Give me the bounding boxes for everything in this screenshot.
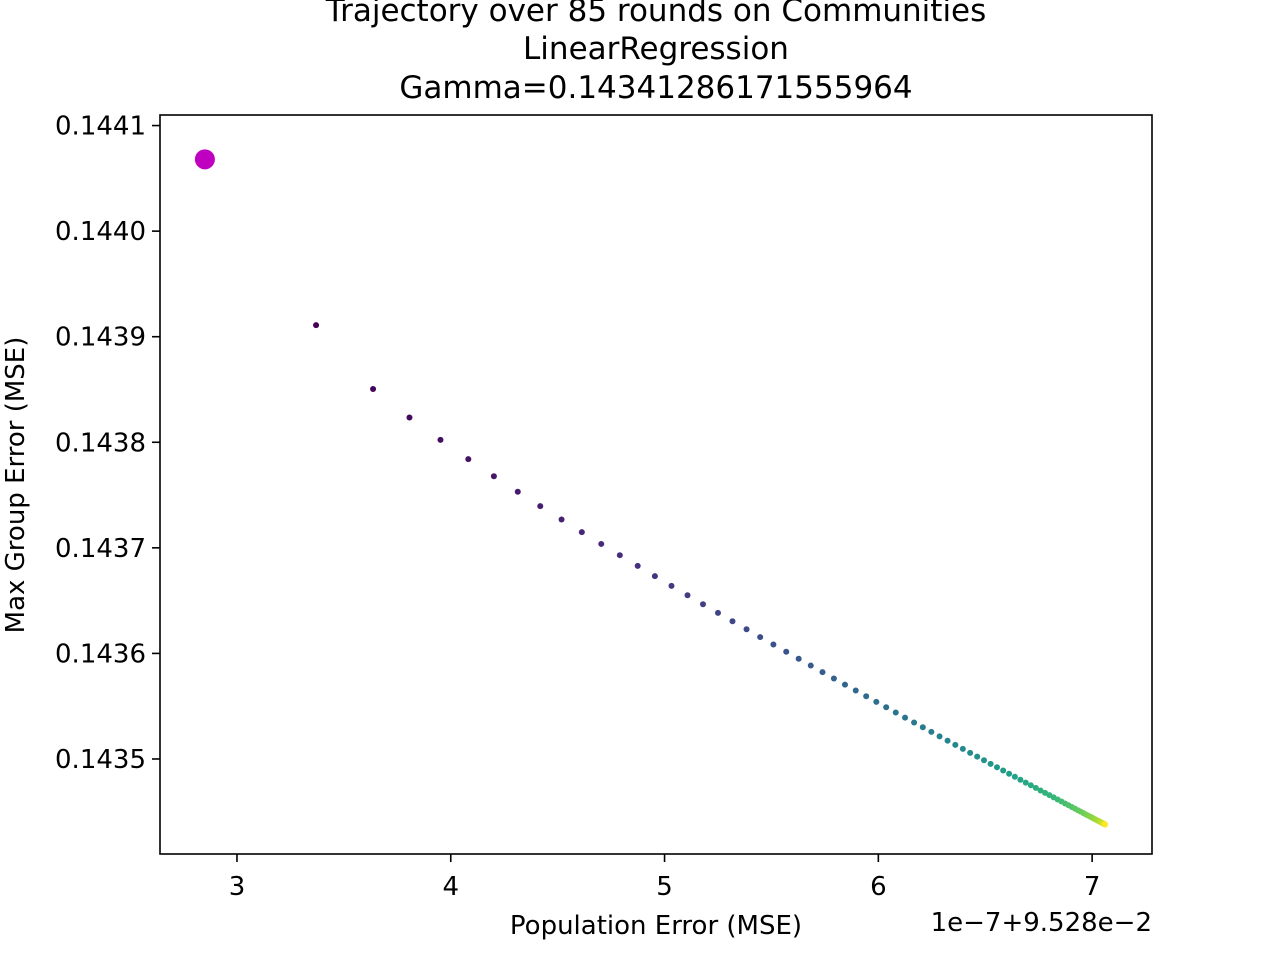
trajectory-point	[514, 488, 521, 495]
trajectory-point	[684, 592, 691, 599]
x-tick-label: 5	[656, 872, 673, 902]
chart-title-line-1: Trajectory over 85 rounds on Communities	[325, 0, 987, 29]
trajectory-point	[902, 714, 909, 721]
trajectory-point	[370, 385, 377, 392]
trajectory-point	[883, 704, 890, 711]
trajectory-point	[668, 582, 675, 589]
trajectory-point	[406, 414, 413, 421]
trajectory-point	[1032, 784, 1039, 791]
x-axis-ticks: 3 4 5 6 7	[229, 854, 1101, 902]
trajectory-point	[1027, 782, 1034, 789]
trajectory-point	[1022, 779, 1029, 786]
chart-title: Trajectory over 85 rounds on Communities…	[325, 0, 987, 106]
y-axis-ticks: 0.1435 0.1436 0.1437 0.1438 0.1439 0.1440 0.14…	[55, 112, 160, 775]
start-point	[194, 149, 215, 170]
trajectory-point	[952, 741, 959, 748]
x-axis-offset-label: 1e−7+9.528e−2	[931, 908, 1152, 938]
trajectory-point	[936, 733, 943, 740]
x-tick-label: 4	[442, 872, 459, 902]
trajectory-point	[313, 322, 320, 329]
trajectory-point	[1037, 787, 1044, 794]
trajectory-point	[616, 552, 623, 559]
trajectory-point	[783, 648, 790, 655]
chart-title-line-3: Gamma=0.14341286171555964	[399, 70, 912, 106]
trajectory-point	[1017, 776, 1024, 783]
trajectory-point	[770, 641, 777, 648]
trajectory-point	[700, 601, 707, 608]
trajectory-point	[465, 456, 472, 463]
y-tick-label: 0.1438	[55, 428, 146, 458]
y-axis-label: Max Group Error (MSE)	[1, 337, 31, 634]
chart-title-line-2: LinearRegression	[523, 31, 789, 67]
trajectory-point	[928, 728, 935, 735]
trajectory-point	[863, 693, 870, 700]
trajectory-point	[981, 757, 988, 764]
trajectory-point	[919, 724, 926, 731]
trajectory-point	[852, 687, 859, 694]
plot-area	[159, 114, 1153, 855]
trajectory-point	[558, 516, 565, 523]
trajectory-point	[743, 626, 750, 633]
y-tick-label: 0.1439	[55, 323, 146, 353]
trajectory-point	[1000, 767, 1007, 774]
x-axis-label: Population Error (MSE)	[510, 911, 802, 941]
trajectory-point	[819, 669, 826, 676]
x-tick-label: 6	[870, 872, 887, 902]
trajectory-point	[830, 675, 837, 682]
trajectory-point	[634, 562, 641, 569]
trajectory-point	[1101, 821, 1108, 828]
x-tick-label: 3	[229, 872, 246, 902]
trajectory-point	[714, 609, 721, 616]
trajectory-point	[1011, 773, 1018, 780]
y-tick-label: 0.1435	[55, 745, 146, 775]
y-tick-label: 0.1437	[55, 534, 146, 564]
trajectory-point	[795, 655, 802, 662]
trajectory-point	[944, 737, 951, 744]
trajectory-point	[651, 573, 658, 580]
trajectory-point	[490, 473, 497, 480]
trajectory-point	[729, 618, 736, 625]
y-tick-label: 0.1436	[55, 639, 146, 669]
trajectory-point	[873, 698, 880, 705]
trajectory-point	[1006, 770, 1013, 777]
trajectory-point	[437, 436, 444, 443]
trajectory-point	[841, 681, 848, 688]
y-tick-label: 0.1440	[55, 217, 146, 247]
trajectory-point	[959, 745, 966, 752]
trajectory-points	[194, 149, 1108, 828]
trajectory-point	[537, 503, 544, 510]
trajectory-point	[892, 709, 899, 716]
trajectory-point	[757, 634, 764, 641]
trajectory-point	[911, 719, 918, 726]
trajectory-point	[993, 764, 1000, 771]
trajectory-point	[807, 662, 814, 669]
y-tick-label: 0.1441	[55, 112, 146, 142]
trajectory-point	[598, 540, 605, 547]
trajectory-point	[974, 753, 981, 760]
trajectory-point	[967, 749, 974, 756]
x-tick-label: 7	[1084, 872, 1101, 902]
trajectory-point	[987, 760, 994, 767]
trajectory-point	[578, 529, 585, 536]
